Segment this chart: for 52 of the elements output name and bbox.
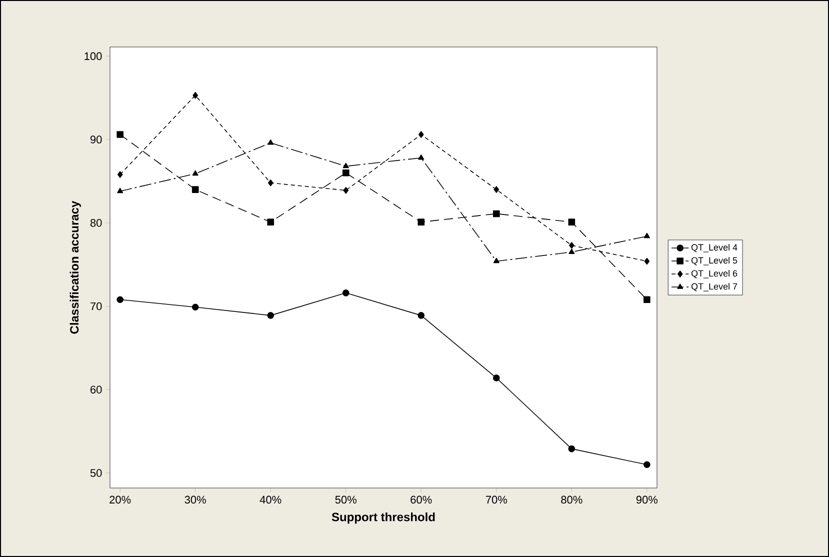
x-tick-label: 80% (561, 496, 582, 504)
point (644, 461, 650, 468)
point (568, 445, 576, 452)
legend-label: QT_Level 5 (691, 256, 738, 266)
point (343, 186, 349, 194)
x-tick-label: 20% (110, 496, 131, 504)
point (418, 312, 425, 319)
point (267, 218, 274, 226)
y-tick-label: 90 (90, 136, 102, 144)
point (192, 304, 199, 310)
point (267, 312, 274, 319)
point (116, 131, 124, 138)
x-tick-label: 50% (335, 496, 356, 504)
legend-label: QT_Level 6 (691, 270, 738, 278)
point (117, 188, 124, 194)
point (492, 374, 500, 382)
y-axis-title: Classification accuracy (70, 200, 81, 334)
point (494, 186, 500, 193)
point (569, 242, 574, 249)
x-tick-label: 30% (184, 496, 206, 504)
y-tick-label: 100 (84, 52, 102, 60)
point (568, 218, 576, 226)
point (644, 258, 650, 265)
point (644, 232, 650, 238)
point (418, 131, 424, 138)
point (342, 290, 350, 296)
y-tick-label: 70 (90, 302, 102, 310)
point (192, 186, 199, 193)
point (418, 154, 424, 160)
point (268, 139, 274, 145)
point (492, 210, 500, 218)
point (342, 162, 349, 168)
point (493, 258, 500, 264)
point (192, 170, 198, 176)
point (568, 248, 575, 254)
legend-label: QT_Level 4 (691, 244, 738, 252)
point (342, 169, 350, 176)
x-tick-label: 40% (260, 496, 282, 504)
point (192, 92, 198, 99)
point (116, 296, 124, 303)
point (268, 179, 274, 186)
y-tick-label: 60 (90, 386, 102, 394)
legend-label: QT_Level 7 (691, 283, 738, 292)
point (644, 296, 650, 303)
x-axis-title: Support threshold (332, 512, 435, 524)
x-tick-label: 90% (636, 496, 658, 504)
point (418, 218, 425, 226)
x-tick-label: 60% (410, 496, 432, 504)
x-tick-label: 70% (486, 496, 507, 504)
y-tick-label: 50 (90, 469, 102, 477)
y-tick-label: 80 (90, 219, 102, 227)
point (117, 171, 123, 178)
